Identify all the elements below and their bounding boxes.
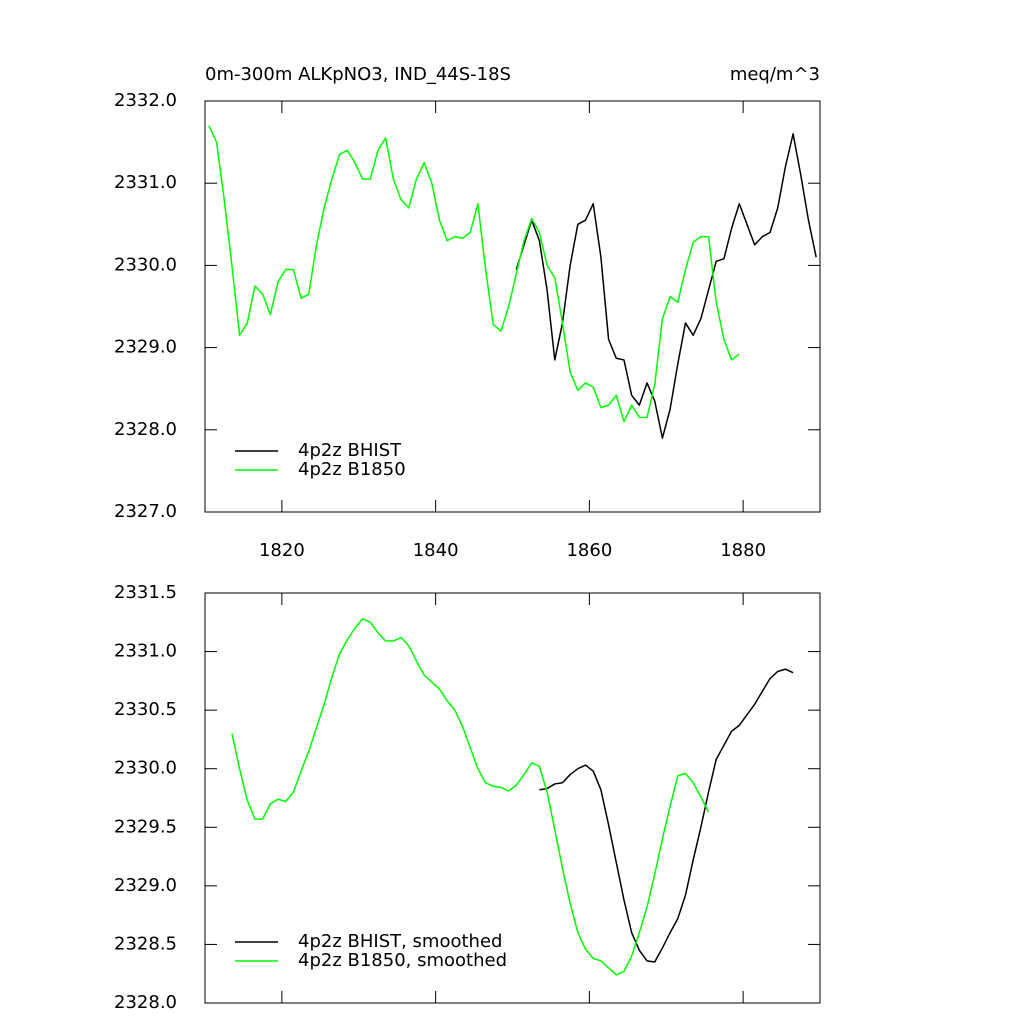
series-line xyxy=(231,618,710,976)
units-label: meq/m^3 xyxy=(730,64,820,85)
legend-label: 4p2z B1850 xyxy=(298,459,406,480)
y-tick-label: 2329.0 xyxy=(114,875,177,896)
chart-title: 0m-300m ALKpNO3, IND_44S-18S xyxy=(205,64,511,85)
legend-label: 4p2z BHIST xyxy=(298,440,402,461)
y-tick-label: 2331.5 xyxy=(114,582,177,603)
y-tick-label: 2330.0 xyxy=(114,758,177,779)
y-tick-label: 2330.0 xyxy=(114,254,177,275)
y-tick-label: 2329.0 xyxy=(114,337,177,358)
y-tick-label: 2331.0 xyxy=(114,172,177,193)
series-line xyxy=(515,133,817,439)
series-line xyxy=(539,668,794,963)
plot-frame xyxy=(204,100,821,513)
series-line xyxy=(208,125,740,423)
y-tick-label: 2328.0 xyxy=(114,992,177,1013)
y-tick-label: 2327.0 xyxy=(114,501,177,522)
y-tick-label: 2328.0 xyxy=(114,419,177,440)
plot-frame xyxy=(204,592,821,1004)
legend-label: 4p2z B1850, smoothed xyxy=(298,950,507,971)
x-tick-label: 1880 xyxy=(720,540,766,561)
y-tick-label: 2328.5 xyxy=(114,933,177,954)
x-tick-label: 1860 xyxy=(566,540,612,561)
y-tick-label: 2329.5 xyxy=(114,816,177,837)
x-tick-label: 1840 xyxy=(413,540,459,561)
y-tick-label: 2332.0 xyxy=(114,90,177,111)
x-tick-label: 1820 xyxy=(259,540,305,561)
y-tick-label: 2330.5 xyxy=(114,699,177,720)
legend-label: 4p2z BHIST, smoothed xyxy=(298,931,502,952)
y-tick-label: 2331.0 xyxy=(114,641,177,662)
